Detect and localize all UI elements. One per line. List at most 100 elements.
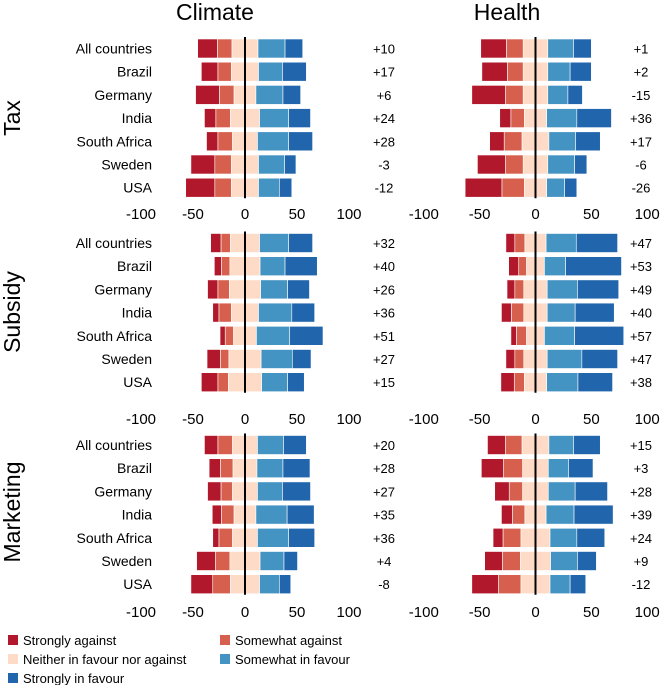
- net-label: +36: [630, 111, 652, 126]
- bar-segment-strongly-in-favour: [581, 349, 618, 369]
- bar-segment-somewhat-against: [502, 527, 522, 548]
- panel-health-marketing: +15 +3 +28 +39 +24 +9 -12 -100 -50 0 50 100: [409, 433, 660, 621]
- legend-swatch: [220, 654, 230, 664]
- bar-segment-somewhat-in-favour: [545, 504, 575, 525]
- bar-segment-strongly-against: [477, 154, 506, 175]
- bar-segment-strongly-against: [210, 233, 222, 253]
- net-label: +53: [630, 259, 652, 274]
- bar-segment-strongly-against: [190, 154, 216, 175]
- bar-segment-somewhat-in-favour: [548, 481, 576, 502]
- bar-segment-somewhat-in-favour: [257, 527, 289, 548]
- category-label: Sweden: [101, 157, 152, 173]
- x-tick-label: 50: [583, 411, 600, 428]
- category-label: South Africa: [77, 530, 153, 546]
- net-label: +49: [630, 282, 652, 297]
- net-label: +28: [373, 134, 395, 149]
- bar-segment-strongly-in-favour: [569, 61, 592, 82]
- net-label: +28: [630, 484, 652, 499]
- panel-health-subsidy: +47 +53 +49 +40 +57 +47 +38 -100 -50 0 50 100: [409, 231, 660, 428]
- bar-segment-strongly-against: [481, 61, 508, 82]
- x-tick-label: -50: [469, 411, 491, 428]
- bar-segment-strongly-against: [195, 85, 220, 105]
- bar-segment-somewhat-in-favour: [255, 85, 284, 105]
- bar-segment-strongly-in-favour: [282, 481, 311, 502]
- bar-segment-somewhat-in-favour: [260, 279, 288, 300]
- net-label: +57: [630, 329, 652, 344]
- bar-segment-somewhat-against: [217, 38, 233, 59]
- bar-segment-strongly-in-favour: [286, 504, 315, 525]
- category-label: USA: [123, 374, 152, 390]
- bar-segment-somewhat-against: [511, 302, 525, 323]
- bar-segment-somewhat-in-favour: [545, 233, 577, 253]
- bar-segment-strongly-in-favour: [288, 131, 313, 152]
- bar-segment-somewhat-against: [508, 481, 523, 502]
- bar-segment-strongly-against: [207, 481, 222, 502]
- bar-segment-somewhat-against: [219, 85, 235, 105]
- net-label: -26: [632, 181, 651, 196]
- net-label: +32: [373, 236, 395, 251]
- bar-segment-somewhat-in-favour: [257, 435, 284, 455]
- bar-segment-somewhat-in-favour: [546, 279, 578, 300]
- bar-segment-somewhat-in-favour: [544, 325, 575, 346]
- bar-segment-strongly-against: [206, 131, 219, 152]
- panel-climate-marketing: All countries +20 Brazil +28 Germany +27 India…: [76, 433, 395, 621]
- x-tick-label: 100: [336, 604, 361, 621]
- bar-segment-strongly-in-favour: [288, 233, 313, 253]
- bar-segment-strongly-against: [471, 85, 506, 105]
- bar-segment-somewhat-in-favour: [256, 325, 291, 346]
- bar-segment-strongly-against: [464, 177, 503, 198]
- bar-segment-somewhat-against: [514, 279, 525, 300]
- bar-segment-somewhat-against: [217, 279, 230, 300]
- bar-segment-somewhat-in-favour: [548, 435, 574, 455]
- bar-segment-somewhat-against: [221, 504, 235, 525]
- bar-segment-strongly-in-favour: [279, 177, 293, 198]
- bar-segment-strongly-against: [487, 435, 506, 455]
- net-label: +51: [373, 329, 395, 344]
- category-label: Sweden: [101, 553, 152, 569]
- bar-segment-strongly-against: [201, 61, 219, 82]
- x-tick-label: 0: [241, 206, 249, 223]
- bar-segment-strongly-against: [185, 177, 216, 198]
- net-label: +36: [373, 306, 395, 321]
- bar-segment-strongly-against: [500, 372, 515, 393]
- category-label: India: [122, 110, 153, 126]
- bar-segment-strongly-in-favour: [577, 551, 597, 571]
- legend-label: Strongly in favour: [23, 671, 125, 685]
- x-tick-label: -100: [409, 411, 439, 428]
- bar-segment-somewhat-against: [217, 61, 232, 82]
- panel-climate-subsidy: All countries +32 Brazil +40 Germany +26 India…: [76, 231, 395, 428]
- x-tick-label: -100: [126, 206, 156, 223]
- x-tick-label: 0: [241, 411, 249, 428]
- bar-segment-strongly-against: [212, 302, 220, 323]
- x-tick-label: 50: [583, 604, 600, 621]
- bar-segment-somewhat-in-favour: [259, 108, 289, 128]
- panel-climate-tax: All countries +10 Brazil +17 Germany +6 India +…: [76, 37, 395, 223]
- bar-segment-strongly-in-favour: [287, 372, 305, 393]
- panel-health-tax: +1 +2 -15 +36 +17 -6 -26 -100 -50 0 50 100: [409, 37, 660, 223]
- bar-segment-strongly-against: [190, 574, 214, 595]
- bar-segment-strongly-in-favour: [287, 279, 310, 300]
- bar-segment-somewhat-against: [218, 527, 233, 548]
- bar-segment-strongly-against: [481, 458, 504, 479]
- bar-segment-strongly-in-favour: [283, 551, 298, 571]
- bar-segment-strongly-against: [214, 256, 222, 277]
- bar-segment-somewhat-in-favour: [550, 551, 578, 571]
- x-tick-label: -50: [469, 604, 491, 621]
- bar-segment-somewhat-in-favour: [258, 61, 283, 82]
- bar-segment-somewhat-against: [214, 154, 232, 175]
- net-label: +26: [373, 282, 395, 297]
- bar-segment-strongly-in-favour: [288, 108, 311, 128]
- net-label: +9: [634, 554, 649, 569]
- column-title-health: Health: [474, 0, 540, 25]
- bar-segment-somewhat-in-favour: [257, 481, 283, 502]
- net-label: +36: [373, 531, 395, 546]
- bar-segment-somewhat-against: [498, 574, 522, 595]
- bar-segment-somewhat-against: [218, 302, 232, 323]
- bar-segment-strongly-against: [201, 372, 219, 393]
- net-label: +35: [373, 508, 395, 523]
- legend-swatch: [8, 635, 18, 645]
- bar-segment-strongly-against: [494, 481, 510, 502]
- net-label: +40: [373, 259, 395, 274]
- bar-segment-strongly-in-favour: [573, 38, 592, 59]
